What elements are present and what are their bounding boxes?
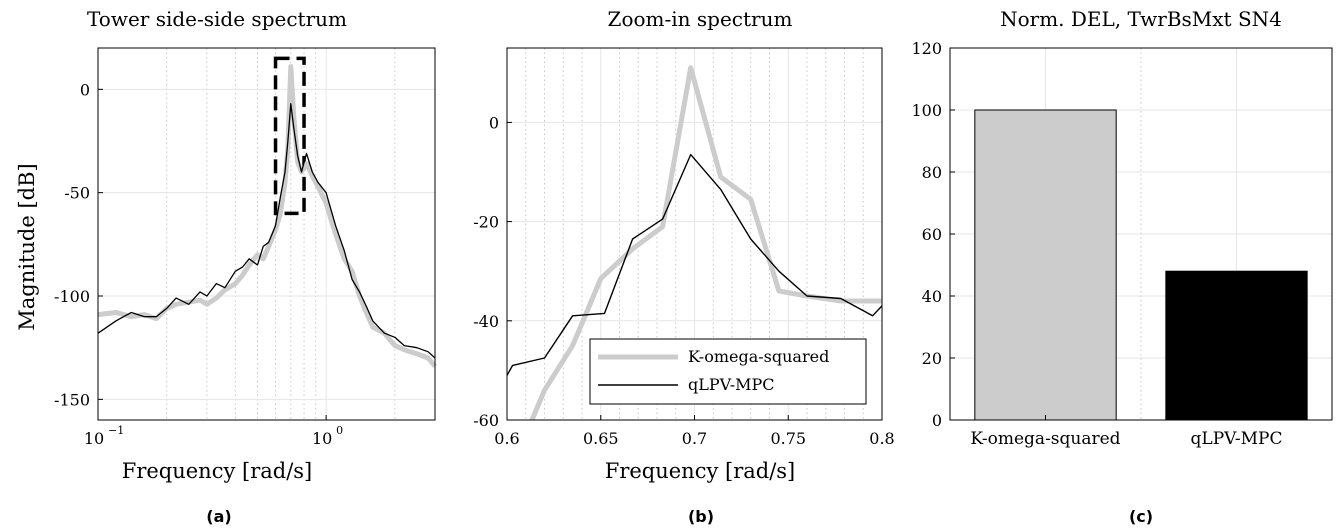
panel-b-series — [507, 65, 882, 420]
y-tick-label: -20 — [473, 213, 499, 232]
panel-b-xlabel: Frequency [rad/s] — [605, 459, 796, 483]
panel-c-title: Norm. DEL, TwrBsMxt SN4 — [1000, 7, 1282, 31]
zoom-region-box — [273, 56, 306, 216]
panel-a-spectrum: -150 -100 -50 0 10 −1 10 0 Tower side-side spec… — [15, 7, 437, 526]
bar-qlpv — [1165, 270, 1308, 421]
y-tick-label: 60 — [922, 225, 942, 244]
y-tick-label: -150 — [54, 390, 90, 409]
y-tick-label: -60 — [473, 411, 499, 430]
y-tick-label: 0 — [489, 113, 499, 132]
series-line-qlpv — [97, 103, 436, 359]
x-tick-label: 0.75 — [770, 429, 806, 448]
panel-a-caption: (a) — [206, 507, 231, 526]
panel-a-grid — [97, 48, 436, 420]
panel-a-axes-frame — [97, 47, 436, 421]
panel-c-bars — [974, 109, 1308, 421]
x-tick-label: 0.65 — [583, 429, 619, 448]
panel-b-ticks: -60 -40 -20 0 0.6 0.65 0.7 0.75 0.8 — [473, 113, 894, 448]
x-tick-label: qLPV-MPC — [1191, 429, 1283, 449]
x-tick-exponent: −1 — [108, 424, 124, 437]
y-tick-label: 0 — [80, 80, 90, 99]
legend-frame — [589, 338, 867, 405]
y-tick-label: -50 — [64, 184, 90, 203]
y-tick-label: 100 — [911, 101, 942, 120]
panel-a-title: Tower side-side spectrum — [87, 7, 347, 31]
panel-a-ylabel: Magnitude [dB] — [15, 163, 39, 330]
panel-c-del-bar: 0 20 40 60 80 100 120 K-omega-squared qLPV-MPC N… — [911, 7, 1333, 526]
series-line-qlpv — [507, 153, 882, 376]
panel-b-zoom-spectrum: -60 -40 -20 0 0.6 0.65 0.7 0.75 0.8 K-omega-squa… — [473, 7, 894, 526]
x-tick-label: K-omega-squared — [970, 429, 1120, 449]
panel-a-zoom-box — [273, 56, 306, 216]
y-tick-label: 40 — [922, 287, 942, 306]
x-tick-label: 0.6 — [494, 429, 519, 448]
x-tick-label: 0.8 — [869, 429, 894, 448]
series-line-k-omega — [97, 64, 437, 368]
y-tick-label: 20 — [922, 349, 942, 368]
panel-b-title: Zoom-in spectrum — [608, 7, 793, 31]
bar-k-omega — [974, 109, 1117, 421]
y-tick-label: 80 — [922, 163, 942, 182]
panel-a-xlabel: Frequency [rad/s] — [122, 459, 313, 483]
y-tick-label: 0 — [932, 411, 942, 430]
panel-a-series — [97, 64, 437, 368]
panel-b-caption: (b) — [688, 507, 714, 526]
x-tick-label: 0.7 — [682, 429, 707, 448]
legend-label-qlpv: qLPV-MPC — [688, 375, 775, 394]
y-tick-label: -40 — [473, 312, 499, 331]
x-tick-label: 10 — [84, 429, 104, 448]
panel-c-caption: (c) — [1129, 507, 1153, 526]
panel-c-ticks: 0 20 40 60 80 100 120 K-omega-squared qLPV-MPC — [911, 39, 1282, 449]
x-tick-exponent: 0 — [336, 424, 343, 437]
x-tick-label: 10 — [312, 429, 332, 448]
y-tick-label: -100 — [54, 287, 90, 306]
panel-a-ticks: -150 -100 -50 0 10 −1 10 0 — [54, 80, 343, 448]
panel-b-legend: K-omega-squared qLPV-MPC — [589, 338, 867, 405]
legend-label-k-omega: K-omega-squared — [688, 347, 829, 366]
y-tick-label: 120 — [911, 39, 942, 58]
